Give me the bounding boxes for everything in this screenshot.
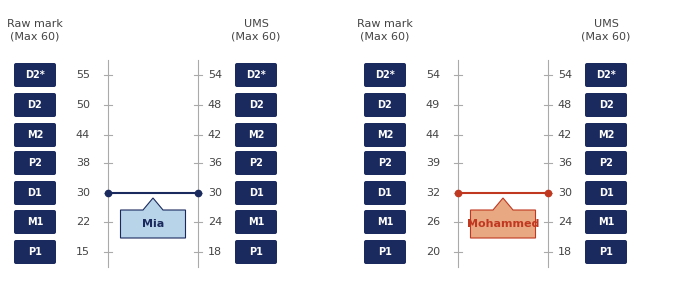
Text: 44: 44 bbox=[76, 130, 90, 140]
FancyBboxPatch shape bbox=[235, 123, 277, 147]
FancyBboxPatch shape bbox=[235, 210, 277, 234]
Text: 38: 38 bbox=[76, 158, 90, 168]
Text: P1: P1 bbox=[249, 247, 263, 257]
FancyBboxPatch shape bbox=[364, 240, 406, 264]
Text: 50: 50 bbox=[76, 100, 90, 110]
Text: 39: 39 bbox=[426, 158, 440, 168]
FancyBboxPatch shape bbox=[14, 210, 56, 234]
FancyBboxPatch shape bbox=[14, 63, 56, 87]
Text: P1: P1 bbox=[599, 247, 613, 257]
Text: D2*: D2* bbox=[375, 70, 395, 80]
Text: 30: 30 bbox=[558, 188, 572, 198]
Text: Mohammed: Mohammed bbox=[467, 219, 539, 229]
Polygon shape bbox=[470, 198, 536, 238]
FancyBboxPatch shape bbox=[364, 123, 406, 147]
Text: Raw mark
(Max 60): Raw mark (Max 60) bbox=[7, 19, 63, 41]
Text: P1: P1 bbox=[378, 247, 392, 257]
Text: 20: 20 bbox=[426, 247, 440, 257]
FancyBboxPatch shape bbox=[585, 93, 627, 117]
FancyBboxPatch shape bbox=[14, 151, 56, 175]
Text: D2*: D2* bbox=[25, 70, 45, 80]
Text: D2*: D2* bbox=[246, 70, 266, 80]
Text: D2: D2 bbox=[377, 100, 393, 110]
FancyBboxPatch shape bbox=[585, 123, 627, 147]
Text: D1: D1 bbox=[248, 188, 263, 198]
Text: 18: 18 bbox=[558, 247, 572, 257]
Text: 42: 42 bbox=[558, 130, 572, 140]
FancyBboxPatch shape bbox=[364, 93, 406, 117]
Text: 24: 24 bbox=[208, 217, 222, 227]
Text: M2: M2 bbox=[377, 130, 393, 140]
Text: 22: 22 bbox=[76, 217, 90, 227]
FancyBboxPatch shape bbox=[585, 210, 627, 234]
Text: M1: M1 bbox=[27, 217, 43, 227]
Polygon shape bbox=[120, 198, 186, 238]
FancyBboxPatch shape bbox=[14, 181, 56, 205]
Text: P2: P2 bbox=[599, 158, 613, 168]
Text: 49: 49 bbox=[426, 100, 440, 110]
Text: D1: D1 bbox=[27, 188, 43, 198]
Text: M1: M1 bbox=[598, 217, 614, 227]
Text: 42: 42 bbox=[208, 130, 222, 140]
Text: M2: M2 bbox=[598, 130, 614, 140]
FancyBboxPatch shape bbox=[14, 123, 56, 147]
Text: P1: P1 bbox=[28, 247, 42, 257]
FancyBboxPatch shape bbox=[585, 240, 627, 264]
Text: Mia: Mia bbox=[142, 219, 164, 229]
FancyBboxPatch shape bbox=[585, 63, 627, 87]
Text: 48: 48 bbox=[208, 100, 222, 110]
Text: D2: D2 bbox=[27, 100, 43, 110]
Text: P2: P2 bbox=[28, 158, 42, 168]
Text: 30: 30 bbox=[76, 188, 90, 198]
Text: D1: D1 bbox=[377, 188, 393, 198]
Text: M2: M2 bbox=[248, 130, 264, 140]
FancyBboxPatch shape bbox=[14, 240, 56, 264]
Text: M1: M1 bbox=[377, 217, 393, 227]
FancyBboxPatch shape bbox=[235, 240, 277, 264]
FancyBboxPatch shape bbox=[585, 181, 627, 205]
Text: M1: M1 bbox=[248, 217, 264, 227]
FancyBboxPatch shape bbox=[14, 93, 56, 117]
Text: 55: 55 bbox=[76, 70, 90, 80]
Text: 48: 48 bbox=[558, 100, 572, 110]
Text: 54: 54 bbox=[208, 70, 222, 80]
Text: 44: 44 bbox=[426, 130, 440, 140]
Text: 32: 32 bbox=[426, 188, 440, 198]
FancyBboxPatch shape bbox=[235, 181, 277, 205]
Text: D1: D1 bbox=[598, 188, 613, 198]
FancyBboxPatch shape bbox=[235, 63, 277, 87]
Text: 54: 54 bbox=[426, 70, 440, 80]
Text: UMS
(Max 60): UMS (Max 60) bbox=[231, 19, 281, 41]
FancyBboxPatch shape bbox=[364, 63, 406, 87]
FancyBboxPatch shape bbox=[235, 93, 277, 117]
Text: Raw mark
(Max 60): Raw mark (Max 60) bbox=[357, 19, 413, 41]
FancyBboxPatch shape bbox=[364, 181, 406, 205]
Text: 18: 18 bbox=[208, 247, 222, 257]
Text: P2: P2 bbox=[249, 158, 263, 168]
Text: D2: D2 bbox=[598, 100, 613, 110]
FancyBboxPatch shape bbox=[585, 151, 627, 175]
FancyBboxPatch shape bbox=[364, 151, 406, 175]
Text: UMS
(Max 60): UMS (Max 60) bbox=[581, 19, 631, 41]
Text: 54: 54 bbox=[558, 70, 572, 80]
FancyBboxPatch shape bbox=[364, 210, 406, 234]
Text: 36: 36 bbox=[208, 158, 222, 168]
FancyBboxPatch shape bbox=[235, 151, 277, 175]
Text: 15: 15 bbox=[76, 247, 90, 257]
Text: D2: D2 bbox=[248, 100, 263, 110]
Text: 24: 24 bbox=[558, 217, 572, 227]
Text: P2: P2 bbox=[378, 158, 392, 168]
Text: 26: 26 bbox=[426, 217, 440, 227]
Text: 36: 36 bbox=[558, 158, 572, 168]
Text: D2*: D2* bbox=[596, 70, 616, 80]
Text: 30: 30 bbox=[208, 188, 222, 198]
Text: M2: M2 bbox=[27, 130, 43, 140]
